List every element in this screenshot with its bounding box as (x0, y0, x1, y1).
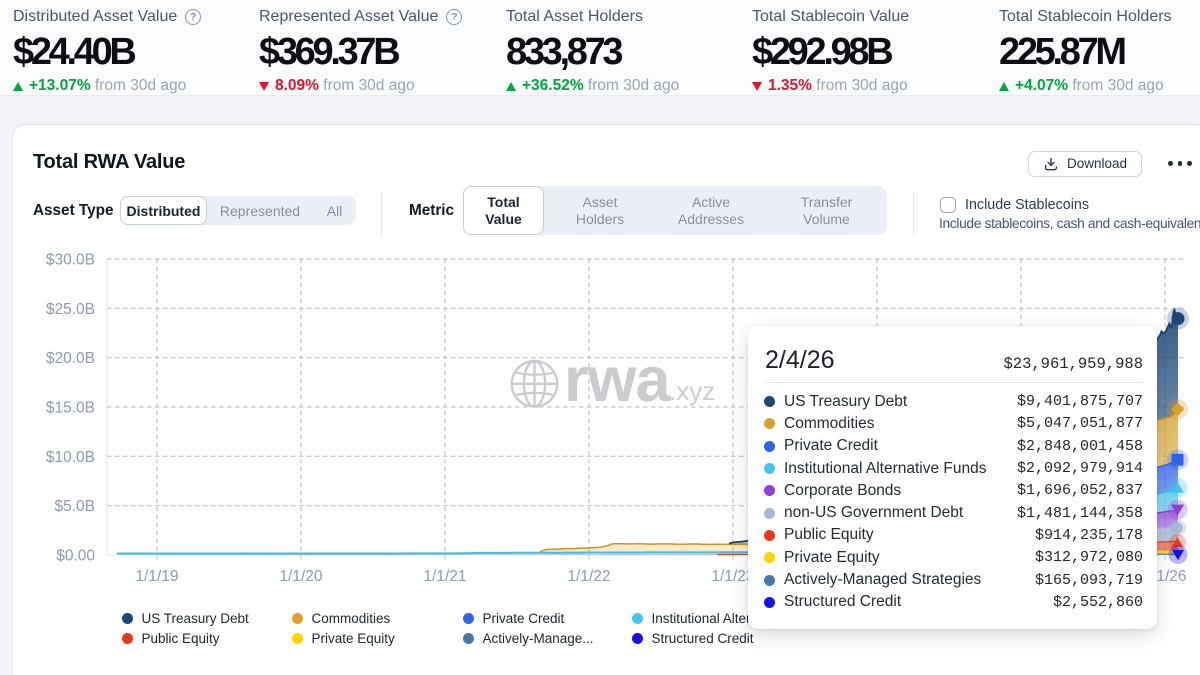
svg-text:$30.0B: $30.0B (46, 252, 95, 269)
svg-text:$5.0B: $5.0B (54, 498, 95, 515)
svg-text:$25.0B: $25.0B (46, 301, 95, 318)
svg-text:$15.0B: $15.0B (46, 400, 95, 417)
svg-text:$0.00: $0.00 (56, 548, 95, 565)
svg-text:.xyz: .xyz (669, 376, 715, 406)
svg-text:1/1/21: 1/1/21 (423, 568, 466, 585)
svg-text:1/1/22: 1/1/22 (567, 568, 610, 585)
svg-text:1/1/23: 1/1/23 (711, 568, 754, 585)
svg-text:$10.0B: $10.0B (46, 449, 95, 466)
svg-text:1/1/20: 1/1/20 (279, 568, 322, 585)
svg-text:1/1/19: 1/1/19 (135, 568, 178, 585)
svg-text:rwa: rwa (564, 345, 672, 415)
svg-text:$20.0B: $20.0B (46, 350, 95, 367)
